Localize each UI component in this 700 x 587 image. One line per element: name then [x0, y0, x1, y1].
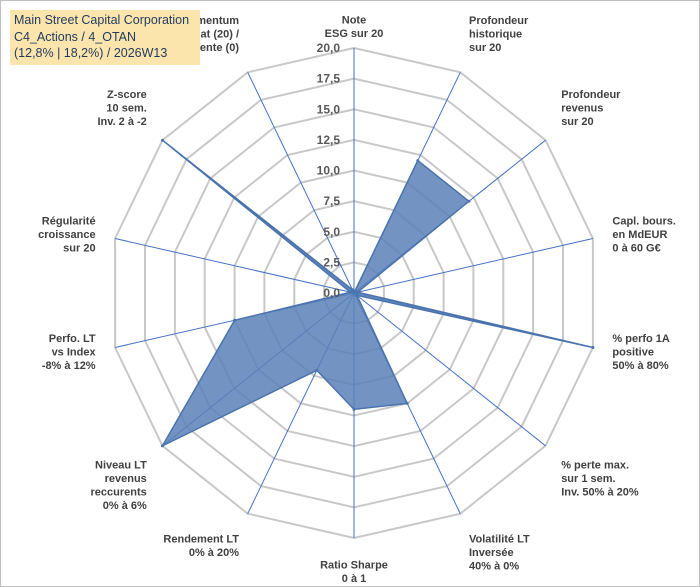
title-line-3: (12,8% | 18,2%) / 2026W13 [14, 46, 168, 60]
data-point-6 [355, 293, 359, 297]
axis-label-8: Ratio Sharpe 0 à 1 [320, 560, 388, 586]
tick-label-4: 10,0 [317, 164, 341, 178]
axis-label-9: Rendement LT 0% à 20% [163, 533, 239, 559]
axis-label-5: % perfo 1A positive 50% à 80% [612, 333, 670, 372]
data-point-4 [356, 290, 360, 294]
data-point-9 [315, 368, 319, 372]
axis-label-10: Niveau LT revenus reccurents 0% à 6% [91, 460, 148, 513]
tick-label-8: 20,0 [317, 41, 341, 55]
data-point-11 [233, 318, 237, 322]
axis-label-12: Régularité croissance sur 20 [38, 215, 95, 254]
axis-label-1: Note ESG sur 20 [325, 15, 384, 41]
data-point-1 [352, 291, 356, 295]
axis-label-11: Perfo. LT vs Index -8% à 12% [42, 333, 97, 372]
data-point-10 [161, 444, 164, 448]
tick-label-1: 2,5 [323, 255, 340, 269]
chart-title-box: Main Street Capital Corporation C4_Actio… [10, 10, 200, 65]
axis-label-3: Profondeur revenus sur 20 [561, 89, 621, 128]
axis-spoke-6 [353, 292, 546, 447]
tick-label-2: 5,0 [323, 225, 340, 239]
title-line-2: C4_Actions / 4_OTAN [14, 29, 137, 44]
data-point-7 [405, 401, 409, 405]
axis-spoke-4 [353, 238, 594, 294]
axis-label-2: Profondeur historique sur 20 [469, 15, 529, 54]
data-point-8 [352, 407, 356, 411]
tick-label-3: 7,5 [323, 194, 340, 208]
tick-label-5: 12,5 [317, 133, 341, 147]
data-point-3 [467, 199, 471, 203]
tick-label-0: 0,0 [323, 286, 340, 300]
title-line-1: Main Street Capital Corporation [14, 13, 190, 27]
axis-label-7: Volatilité LT Inversée 40% à 0% [469, 533, 530, 572]
data-point-12 [348, 290, 352, 294]
data-series-area [160, 139, 594, 448]
axis-label-13: Z-score 10 sem. Inv. 2 à -2 [97, 89, 146, 128]
tick-label-6: 15,0 [317, 102, 341, 116]
data-point-5 [591, 346, 595, 349]
axis-spoke-14 [247, 72, 355, 294]
data-point-14 [350, 288, 354, 292]
axis-spoke-12 [114, 238, 355, 294]
data-point-2 [416, 159, 420, 163]
tick-label-7: 17,5 [317, 72, 341, 86]
axis-label-4: Capl. bours. en MdEUR 0 à 60 G€ [612, 215, 676, 254]
axis-label-6: % perte max. sur 1 sem. Inv. 50% à 20% [561, 460, 639, 499]
data-point-13 [161, 138, 164, 142]
